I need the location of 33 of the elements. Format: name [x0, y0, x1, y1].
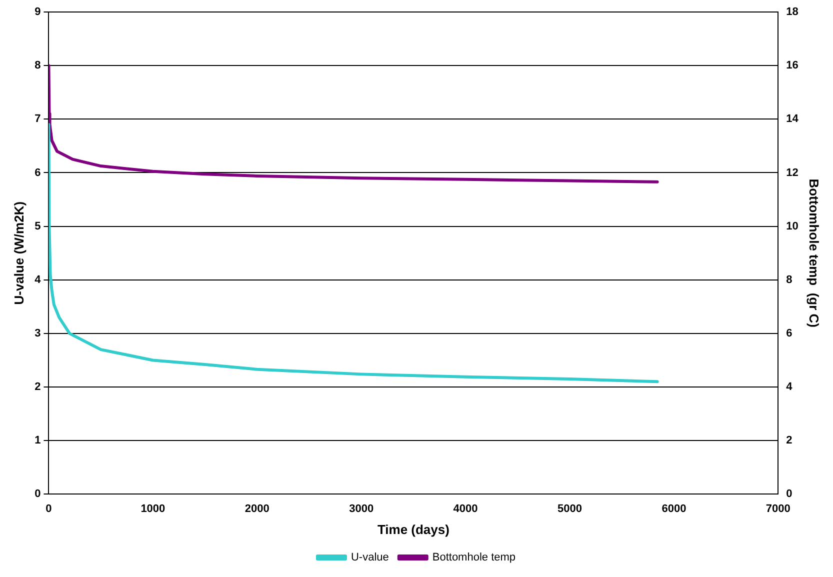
y-tick-label: 9	[34, 6, 41, 18]
y2-tick-label: 8	[786, 274, 792, 286]
x-tick-label: 6000	[662, 502, 686, 515]
x-tick-label: 5000	[558, 502, 582, 515]
y2-tick-label: 4	[786, 381, 794, 394]
x-tick-label: 1000	[140, 502, 166, 515]
y2-tick-label: 16	[786, 60, 798, 72]
y-axis-title: U-value (W/m2K)	[11, 201, 26, 305]
y2-tick-label: 0	[786, 488, 792, 500]
x-tick-label: 4000	[453, 502, 478, 515]
y2-tick-label: 14	[786, 113, 800, 126]
y-tick-label: 7	[34, 113, 41, 126]
x-tick-label: 7000	[766, 502, 790, 515]
y2-tick-label: 12	[786, 166, 798, 179]
y-tick-label: 4	[34, 274, 42, 286]
y-tick-label: 8	[34, 60, 41, 72]
y2-tick-label: 18	[786, 6, 798, 18]
y2-tick-label: 2	[786, 434, 792, 447]
y2-tick-label: 10	[786, 220, 798, 232]
legend-label: U-value	[350, 552, 389, 564]
x-tick-label: 2000	[244, 502, 270, 515]
x-tick-label: 0	[46, 502, 52, 515]
y-tick-label: 6	[34, 166, 41, 179]
y-tick-label: 2	[34, 381, 41, 394]
y-tick-label: 3	[34, 328, 41, 340]
y-tick-label: 5	[34, 220, 41, 232]
y-tick-label: 0	[34, 488, 41, 500]
x-axis-title: Time (days)	[377, 522, 450, 537]
legend-label: Bottomhole temp	[432, 552, 516, 564]
y-tick-label: 1	[34, 434, 41, 447]
y2-axis-title: Bottomhole temp (gr C)	[806, 178, 822, 328]
y2-tick-label: 6	[786, 328, 792, 340]
x-tick-label: 3000	[349, 502, 374, 515]
